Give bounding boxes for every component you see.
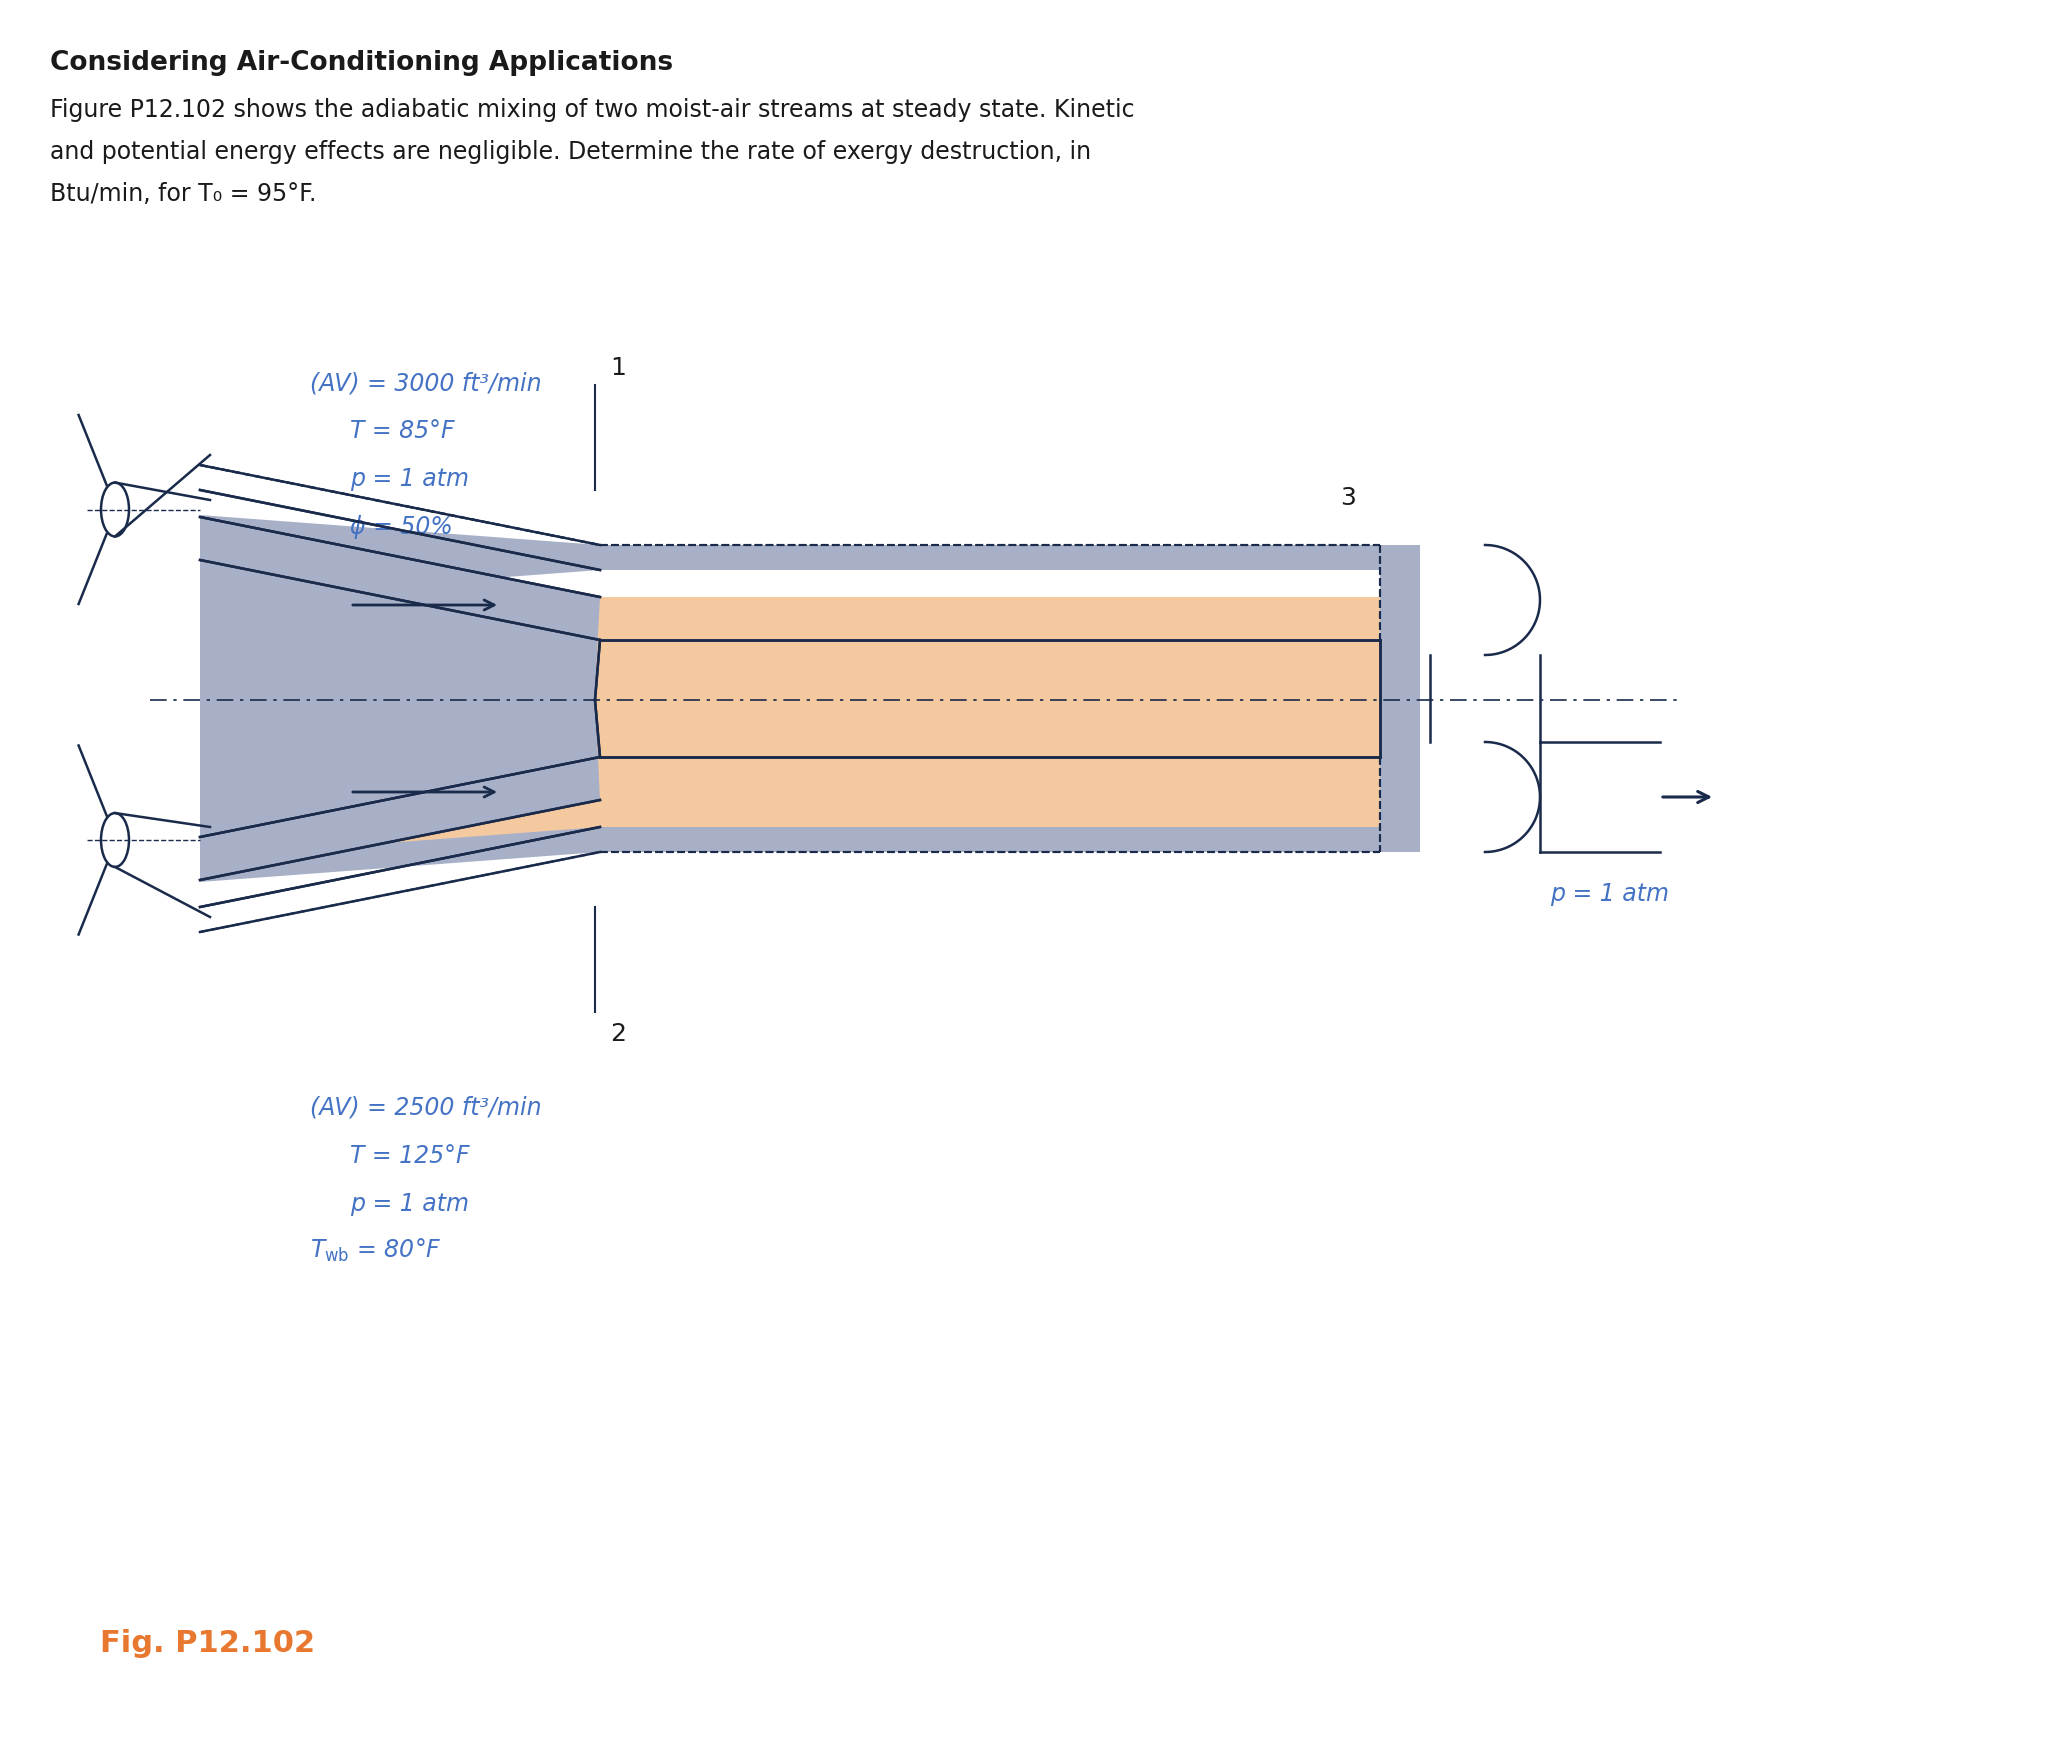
Polygon shape xyxy=(201,640,599,757)
Text: T = 85°F: T = 85°F xyxy=(350,419,454,444)
Text: 2: 2 xyxy=(610,1022,626,1047)
Text: T = 125°F: T = 125°F xyxy=(350,1145,471,1167)
Text: 3: 3 xyxy=(1340,486,1356,510)
Polygon shape xyxy=(201,566,1379,670)
Text: 1: 1 xyxy=(610,356,626,380)
Text: Btu/min, for Τ₀ = 95°F.: Btu/min, for Τ₀ = 95°F. xyxy=(49,182,317,207)
Polygon shape xyxy=(201,727,1379,857)
Text: and potential energy effects are negligible. Determine the rate of exergy destru: and potential energy effects are negligi… xyxy=(49,140,1091,165)
Text: Fig. P12.102: Fig. P12.102 xyxy=(100,1629,315,1658)
Polygon shape xyxy=(201,515,1379,600)
Text: p = 1 atm: p = 1 atm xyxy=(350,466,469,491)
Text: (AV) = 2500 ft³/min: (AV) = 2500 ft³/min xyxy=(311,1096,542,1120)
Polygon shape xyxy=(1379,545,1420,852)
Text: p = 1 atm: p = 1 atm xyxy=(1551,882,1670,906)
Text: $T_{\mathrm{wb}}$ = 80°F: $T_{\mathrm{wb}}$ = 80°F xyxy=(311,1238,442,1264)
Polygon shape xyxy=(201,770,1379,882)
Text: p = 1 atm: p = 1 atm xyxy=(350,1192,469,1217)
Text: Figure P12.102 shows the adiabatic mixing of two moist-air streams at steady sta: Figure P12.102 shows the adiabatic mixin… xyxy=(49,98,1136,123)
Text: Considering Air-Conditioning Applications: Considering Air-Conditioning Application… xyxy=(49,51,673,75)
Text: ϕ = 50%: ϕ = 50% xyxy=(350,515,452,538)
Text: (AV) = 3000 ft³/min: (AV) = 3000 ft³/min xyxy=(311,372,542,394)
Polygon shape xyxy=(599,640,1379,757)
Polygon shape xyxy=(201,517,599,880)
